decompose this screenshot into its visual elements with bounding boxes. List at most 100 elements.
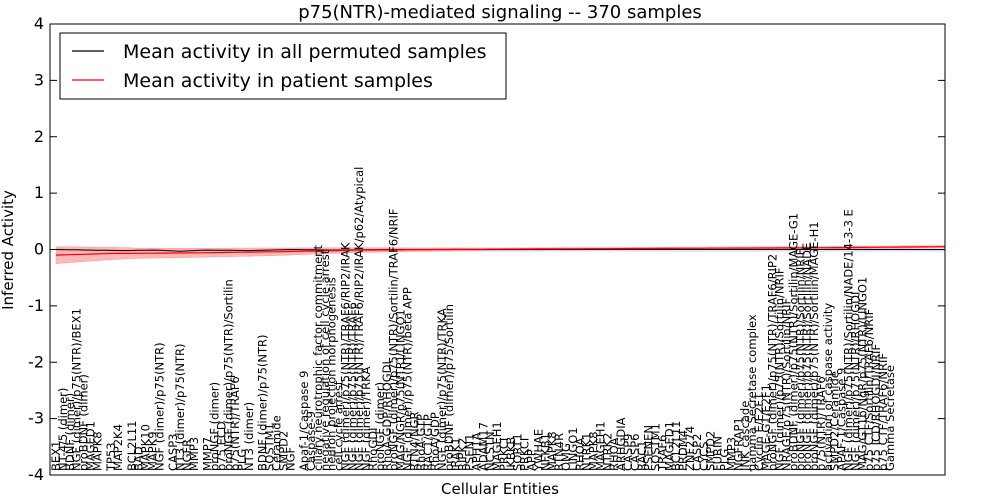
entity-label: MAPK8 bbox=[545, 431, 559, 471]
entity-label: Cyclin E/E2F1 bbox=[752, 393, 766, 471]
entity-label: NGFR bbox=[180, 439, 194, 471]
entity-label: NRAGE/p75(NTR)/Sortilin/NRIF bbox=[780, 298, 794, 471]
entity-label: RhoA/GDP bbox=[428, 412, 442, 471]
entity-label: activation of caspase activity bbox=[821, 303, 835, 471]
entity-label: OMG bbox=[559, 443, 573, 471]
entity-label: APP bbox=[525, 449, 539, 471]
entity-label: SORT1 bbox=[511, 433, 525, 471]
y-tick-label: -2 bbox=[28, 352, 44, 371]
entity-label: NGF (dimer)/p75(NTR) bbox=[152, 342, 166, 471]
entity-label: NT3 (dimer)/p75(NTR) bbox=[173, 344, 187, 471]
entity-label: MMP3 bbox=[187, 437, 201, 471]
legend-box bbox=[59, 32, 507, 100]
entity-label: proNGF (dimer)/p75(NTR)/Sortilin/NADE bbox=[800, 243, 814, 471]
entity-label: RTN4/NGR bbox=[407, 412, 421, 471]
entity-label: RAC1 bbox=[635, 440, 649, 471]
entity-label: NGF (dimer)/p75(NTR)/TRAF6 bbox=[345, 302, 359, 471]
entity-label: BEX1 bbox=[49, 441, 63, 471]
entity-label: proNGF (dimer)/p75(NTR)/Sortilin/MAGE-H1 bbox=[807, 221, 821, 471]
entity-label: RTN4R bbox=[552, 433, 566, 471]
entity-label: SQSTM1 bbox=[263, 423, 277, 471]
entity-label: BCL2L11 bbox=[125, 421, 139, 471]
entity-label: MAGEH1 bbox=[490, 421, 504, 471]
entity-label: PLG bbox=[718, 449, 732, 471]
entity-label: RHOA bbox=[607, 438, 621, 471]
entity-label: CYCS bbox=[697, 441, 711, 471]
entity-label: FURIN bbox=[711, 436, 725, 471]
entity-label: neuron projection morphogenesis bbox=[325, 277, 339, 471]
entity-label: SMPD2 bbox=[276, 431, 290, 471]
entity-label: gamma Secretase complex bbox=[745, 314, 759, 471]
entity-label: MAG/NGR/p75(NTR)/LINGO1 bbox=[394, 309, 408, 471]
entity-label: NGF (dimer)/p75(NTR)/beta APP bbox=[401, 287, 415, 471]
entity-label: MMP3 bbox=[724, 437, 738, 471]
y-tick-label: 3 bbox=[34, 70, 44, 89]
entity-label: MMP7 bbox=[201, 437, 215, 471]
entity-label: NGF (dimer)/p75(NTR)/Sortilin/NRIF bbox=[773, 268, 787, 471]
entity-label: ARHGDIA bbox=[614, 417, 628, 471]
entity-label: TP53 bbox=[104, 442, 118, 472]
entity-label: MAPK10 bbox=[139, 424, 153, 471]
x-axis-label: Cellular Entities bbox=[441, 480, 559, 498]
legend-label: Mean activity in all permuted samples bbox=[123, 41, 486, 63]
entity-label: TRAF6 bbox=[655, 435, 669, 472]
entity-label: MAPK8 bbox=[587, 431, 601, 471]
entity-label: NTRK1 bbox=[580, 433, 594, 471]
entity-label: MAGE-G1/E2F1 bbox=[759, 384, 773, 471]
y-axis-label: Inferred Activity bbox=[0, 190, 17, 310]
entity-label: p75 ECD bbox=[214, 421, 228, 471]
entity-label: proNGF (dimer) bbox=[208, 382, 222, 471]
entity-label: JNK cascade bbox=[738, 401, 752, 472]
y-tick-label: 4 bbox=[34, 14, 44, 33]
entity-label: SMPD2 bbox=[704, 431, 718, 471]
entity-label: MAP2K4 bbox=[111, 424, 125, 471]
entity-label: APAF-1/Caspase 9 bbox=[835, 368, 849, 471]
legend: Mean activity in all permuted samples Mea… bbox=[59, 32, 507, 100]
entity-label: IKBKB bbox=[504, 437, 518, 471]
entity-label: RhoGDI bbox=[366, 428, 380, 471]
entity-label: RHOA bbox=[573, 438, 587, 471]
entity-label: NCSTN bbox=[483, 431, 497, 471]
entity-label: Caspase-9 bbox=[304, 411, 318, 471]
entity-label: p75 CTF/TRAF6/NRIF bbox=[876, 353, 890, 471]
y-tick-label: -1 bbox=[28, 296, 44, 315]
entity-label: MAPK9 bbox=[146, 431, 160, 471]
entity-label: proNGF (dimer)/p75(NTR)/Sortilin bbox=[221, 279, 235, 471]
y-tick-label: 0 bbox=[34, 240, 44, 259]
entity-label: negative regulation of cell cycle arrest bbox=[318, 249, 332, 471]
entity-label: NFKB1 bbox=[538, 433, 552, 471]
entity-label: BAD bbox=[132, 446, 146, 471]
entity-label: proNGF (dimer)/p75(NTR)/Sortilin/NRIF bbox=[793, 249, 807, 471]
entity-label: proBDNF (dimer)/p75/Sortilin bbox=[442, 304, 456, 471]
legend-label: Mean activity in patient samples bbox=[123, 70, 433, 92]
entity-label: p75 CTF/Sortilin/TRAF6/NRIF bbox=[862, 309, 876, 471]
entity-label: MAG/GT1b/NgR/p75(NTR)/LINGO1 bbox=[855, 277, 869, 471]
y-tick-label: -3 bbox=[28, 409, 44, 428]
entity-label: ZNF274 bbox=[683, 426, 697, 471]
entity-label: BDNF (dimer)/p75(NTR) bbox=[256, 335, 270, 472]
entity-label: proBDNF (dimer) bbox=[77, 374, 91, 471]
entity-label: cell cycle arrest bbox=[332, 380, 346, 471]
entity-label: p75(NTR)/TRAF6 bbox=[814, 376, 828, 471]
entity-label: p75 ICD/RHOGDI/NRIF bbox=[869, 344, 883, 471]
entity-label: NT-4/5 (dimer) bbox=[56, 388, 70, 471]
entity-label: RAC1/GTP bbox=[421, 414, 435, 471]
entity-label: NGF (dimer)/p75(NTR)/RHOGDI bbox=[848, 292, 862, 471]
entity-label: YWHAE bbox=[531, 429, 545, 472]
entity-label: PRKCI bbox=[518, 438, 532, 471]
entity-label: LINGO1 bbox=[566, 427, 580, 471]
chart-title: p75(NTR)-mediated signaling -- 370 sampl… bbox=[298, 2, 702, 23]
entity-label: IRAK1 bbox=[449, 437, 463, 471]
entity-label: BDNF (dimer) bbox=[63, 393, 77, 471]
plot-frame bbox=[49, 23, 946, 476]
entity-label: p75(NTR)/TRAF6 bbox=[228, 376, 242, 471]
patient-mean-line bbox=[55, 246, 945, 256]
entity-label: NGF (dimer)/p75(NTR)/TRKA bbox=[435, 308, 449, 471]
entity-label: NGF (dimer)/p75(NTR)/BEX1 bbox=[70, 308, 84, 471]
entity-label: Gamma Secretase bbox=[883, 365, 897, 471]
entity-label: NT3 (dimer) bbox=[242, 402, 256, 471]
entity-label: PLG bbox=[235, 449, 249, 471]
entity-label: SMPD2/Ceramide bbox=[828, 371, 842, 471]
entity-label: Apaf-1/Caspase 9 bbox=[297, 371, 311, 471]
